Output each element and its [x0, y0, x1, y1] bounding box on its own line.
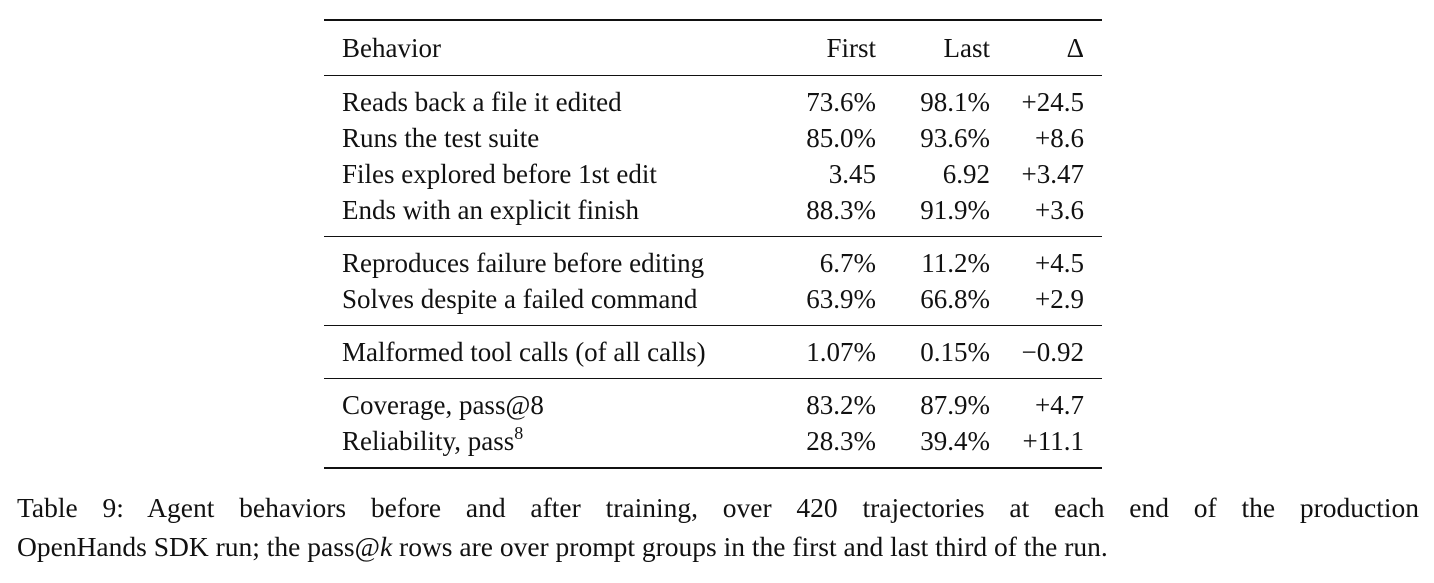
- header-delta: Δ: [1066, 33, 1084, 63]
- cell-first: 63.9%: [806, 284, 876, 314]
- table-row: Reliability, pass8 28.3% 39.4% +11.1: [324, 423, 1102, 468]
- cell-delta: +4.7: [1035, 390, 1084, 420]
- cell-first: 1.07%: [806, 337, 876, 367]
- cell-delta: −0.92: [1021, 337, 1084, 367]
- cell-delta: +4.5: [1035, 248, 1084, 278]
- cell-first: 73.6%: [806, 87, 876, 117]
- table-row: Reads back a file it edited 73.6% 98.1% …: [324, 75, 1102, 121]
- cell-first: 28.3%: [806, 426, 876, 456]
- caption-line-1: Table 9: Agent behaviors before and afte…: [17, 492, 1419, 523]
- cell-first: 6.7%: [819, 248, 876, 278]
- caption-math-k: k: [379, 531, 393, 562]
- table-row: Solves despite a failed command 63.9% 66…: [324, 281, 1102, 326]
- cell-delta: +11.1: [1022, 426, 1084, 456]
- cell-last: 66.8%: [920, 284, 990, 314]
- behavior-table: Behavior First Last Δ Reads back a file …: [324, 19, 1102, 469]
- cell-first: 3.45: [828, 159, 876, 189]
- cell-delta: +8.6: [1035, 123, 1084, 153]
- caption-text: rows are over prompt groups in the first…: [392, 531, 1108, 562]
- cell-last: 93.6%: [920, 123, 990, 153]
- cell-behavior: Malformed tool calls (of all calls): [342, 337, 706, 367]
- cell-behavior: Files explored before 1st edit: [342, 159, 657, 189]
- cell-delta: +2.9: [1035, 284, 1084, 314]
- superscript: 8: [514, 423, 524, 443]
- behavior-table-container: Behavior First Last Δ Reads back a file …: [324, 19, 1102, 469]
- cell-last: 87.9%: [920, 390, 990, 420]
- table-row: Files explored before 1st edit 3.45 6.92…: [324, 156, 1102, 192]
- table-header-row: Behavior First Last Δ: [324, 20, 1102, 76]
- cell-first: 88.3%: [806, 195, 876, 225]
- cell-last: 91.9%: [920, 195, 990, 225]
- table-row: Ends with an explicit finish 88.3% 91.9%…: [324, 192, 1102, 237]
- cell-delta: +3.47: [1021, 159, 1084, 189]
- cell-behavior: Reliability, pass8: [324, 423, 774, 468]
- cell-first: 83.2%: [806, 390, 876, 420]
- cell-last: 11.2%: [921, 248, 990, 278]
- table-row: Coverage, pass@8 83.2% 87.9% +4.7: [324, 378, 1102, 424]
- cell-last: 98.1%: [920, 87, 990, 117]
- header-last: Last: [943, 33, 991, 63]
- cell-delta: +24.5: [1021, 87, 1084, 117]
- caption-line-2: OpenHands SDK run; the pass@k rows are o…: [17, 527, 1419, 566]
- header-first: First: [826, 33, 876, 63]
- table-caption: Table 9: Agent behaviors before and afte…: [17, 488, 1419, 566]
- cell-first: 85.0%: [806, 123, 876, 153]
- table-row: Reproduces failure before editing 6.7% 1…: [324, 236, 1102, 282]
- cell-delta: +3.6: [1035, 195, 1084, 225]
- cell-behavior: Ends with an explicit finish: [342, 195, 639, 225]
- cell-behavior: Reads back a file it edited: [342, 87, 622, 117]
- cell-behavior: Coverage, pass@8: [342, 390, 544, 420]
- table-row: Runs the test suite 85.0% 93.6% +8.6: [324, 120, 1102, 156]
- cell-last: 39.4%: [920, 426, 990, 456]
- cell-behavior: Runs the test suite: [342, 123, 540, 153]
- behavior-text: Reliability, pass: [342, 426, 515, 456]
- caption-text: OpenHands SDK run; the pass@: [17, 531, 380, 562]
- cell-last: 0.15%: [920, 337, 990, 367]
- table-row: Malformed tool calls (of all calls) 1.07…: [324, 325, 1102, 379]
- cell-behavior: Solves despite a failed command: [342, 284, 698, 314]
- header-behavior: Behavior: [342, 33, 441, 63]
- cell-last: 6.92: [942, 159, 990, 189]
- cell-behavior: Reproduces failure before editing: [342, 248, 705, 278]
